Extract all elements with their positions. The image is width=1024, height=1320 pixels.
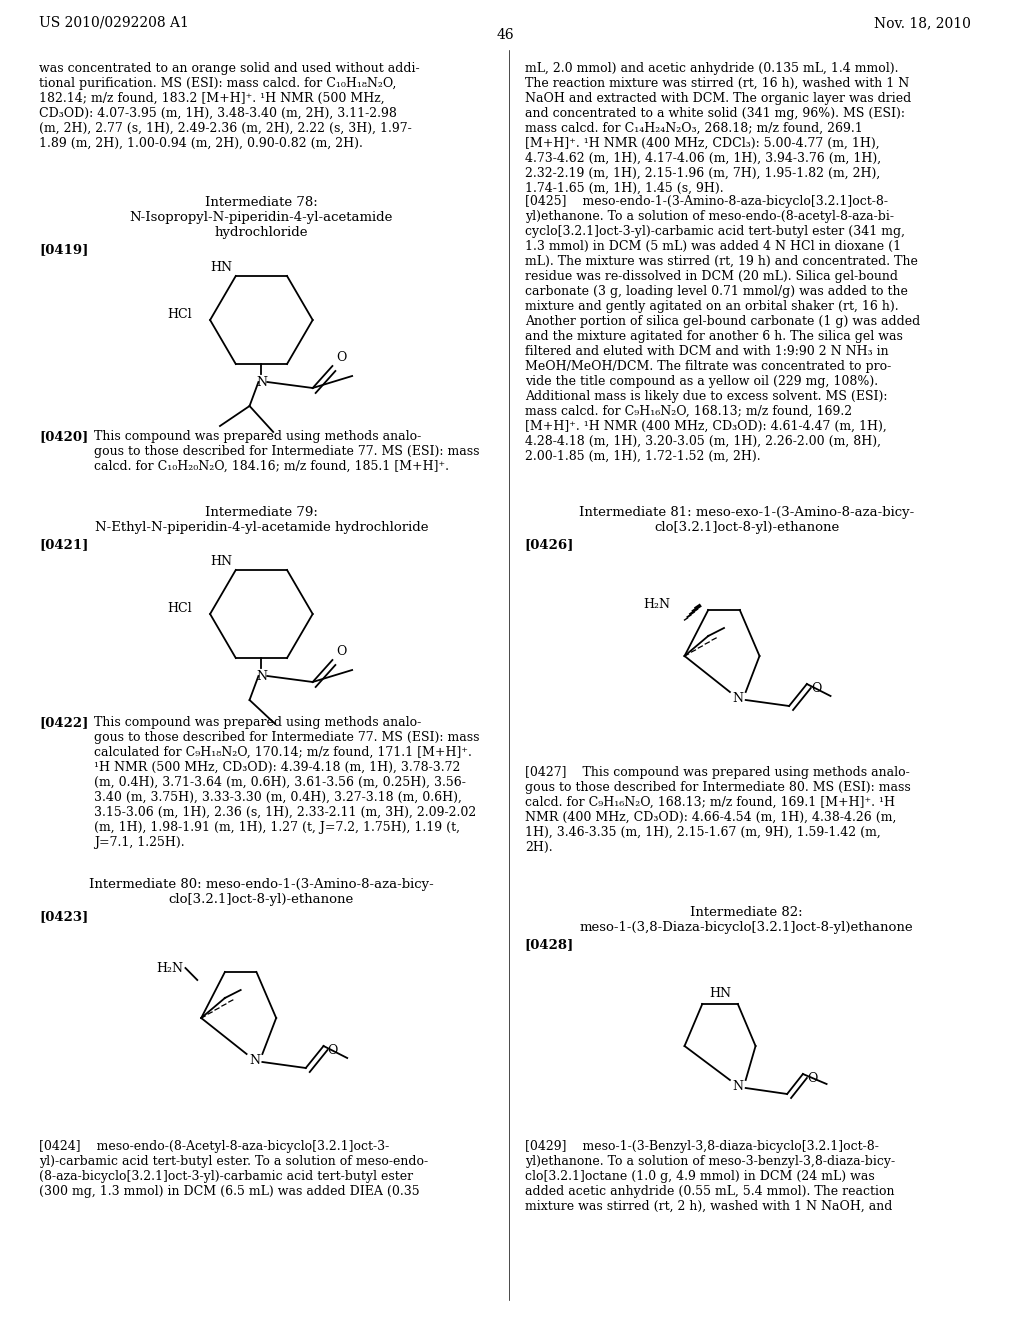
Text: clo[3.2.1]oct-8-yl)-ethanone: clo[3.2.1]oct-8-yl)-ethanone [654, 521, 840, 535]
Text: O: O [807, 1072, 817, 1085]
Text: HN: HN [709, 987, 731, 1001]
Text: [0424]    meso-endo-(8-Acetyl-8-aza-bicyclo[3.2.1]oct-3-
yl)-carbamic acid tert-: [0424] meso-endo-(8-Acetyl-8-aza-bicyclo… [40, 1140, 429, 1199]
Text: HCl: HCl [168, 308, 193, 321]
Text: [0427]    This compound was prepared using methods analo-
gous to those describe: [0427] This compound was prepared using … [524, 766, 910, 854]
Text: [0429]    meso-1-(3-Benzyl-3,8-diaza-bicyclo[3.2.1]oct-8-
yl)ethanone. To a solu: [0429] meso-1-(3-Benzyl-3,8-diaza-bicycl… [524, 1140, 895, 1213]
Text: Intermediate 82:: Intermediate 82: [690, 906, 803, 919]
Text: clo[3.2.1]oct-8-yl)-ethanone: clo[3.2.1]oct-8-yl)-ethanone [169, 894, 354, 906]
Text: [0426]: [0426] [524, 539, 574, 550]
Text: Intermediate 78:: Intermediate 78: [205, 195, 317, 209]
Text: This compound was prepared using methods analo-
gous to those described for Inte: This compound was prepared using methods… [94, 715, 479, 849]
Text: [0428]: [0428] [524, 939, 574, 950]
Text: H₂N: H₂N [157, 961, 183, 974]
Text: was concentrated to an orange solid and used without addi-
tional purification. : was concentrated to an orange solid and … [40, 62, 420, 150]
Text: meso-1-(3,8-Diaza-bicyclo[3.2.1]oct-8-yl)ethanone: meso-1-(3,8-Diaza-bicyclo[3.2.1]oct-8-yl… [580, 921, 913, 935]
Text: HN: HN [210, 261, 231, 275]
Text: [0419]: [0419] [40, 243, 89, 256]
Text: O: O [336, 645, 347, 657]
Text: Nov. 18, 2010: Nov. 18, 2010 [873, 16, 971, 30]
Text: O: O [328, 1044, 338, 1056]
Text: Intermediate 81: meso-exo-1-(3-Amino-8-aza-bicy-: Intermediate 81: meso-exo-1-(3-Amino-8-a… [579, 506, 914, 519]
Text: N: N [732, 692, 743, 705]
Text: N: N [732, 1080, 743, 1093]
Text: Intermediate 80: meso-endo-1-(3-Amino-8-aza-bicy-: Intermediate 80: meso-endo-1-(3-Amino-8-… [89, 878, 434, 891]
Text: [0425]    meso-endo-1-(3-Amino-8-aza-bicyclo[3.2.1]oct-8-
yl)ethanone. To a solu: [0425] meso-endo-1-(3-Amino-8-aza-bicycl… [524, 195, 920, 463]
Text: hydrochloride: hydrochloride [215, 226, 308, 239]
Text: N: N [256, 671, 267, 682]
Text: O: O [811, 681, 821, 694]
Text: N: N [249, 1053, 260, 1067]
Text: HCl: HCl [168, 602, 193, 615]
Text: This compound was prepared using methods analo-
gous to those described for Inte: This compound was prepared using methods… [94, 430, 479, 473]
Text: N-Ethyl-N-piperidin-4-yl-acetamide hydrochloride: N-Ethyl-N-piperidin-4-yl-acetamide hydro… [94, 521, 428, 535]
Text: 46: 46 [497, 28, 514, 42]
Text: [0420]: [0420] [40, 430, 89, 444]
Text: mL, 2.0 mmol) and acetic anhydride (0.135 mL, 1.4 mmol).
The reaction mixture wa: mL, 2.0 mmol) and acetic anhydride (0.13… [524, 62, 911, 195]
Text: N: N [256, 376, 267, 389]
Text: O: O [336, 351, 347, 364]
Text: [0421]: [0421] [40, 539, 89, 550]
Text: H₂N: H₂N [644, 598, 671, 610]
Text: [0422]: [0422] [40, 715, 89, 729]
Text: US 2010/0292208 A1: US 2010/0292208 A1 [40, 16, 189, 30]
Text: [0423]: [0423] [40, 909, 89, 923]
Text: N-Isopropyl-N-piperidin-4-yl-acetamide: N-Isopropyl-N-piperidin-4-yl-acetamide [130, 211, 393, 224]
Text: HN: HN [210, 554, 231, 568]
Text: Intermediate 79:: Intermediate 79: [205, 506, 317, 519]
